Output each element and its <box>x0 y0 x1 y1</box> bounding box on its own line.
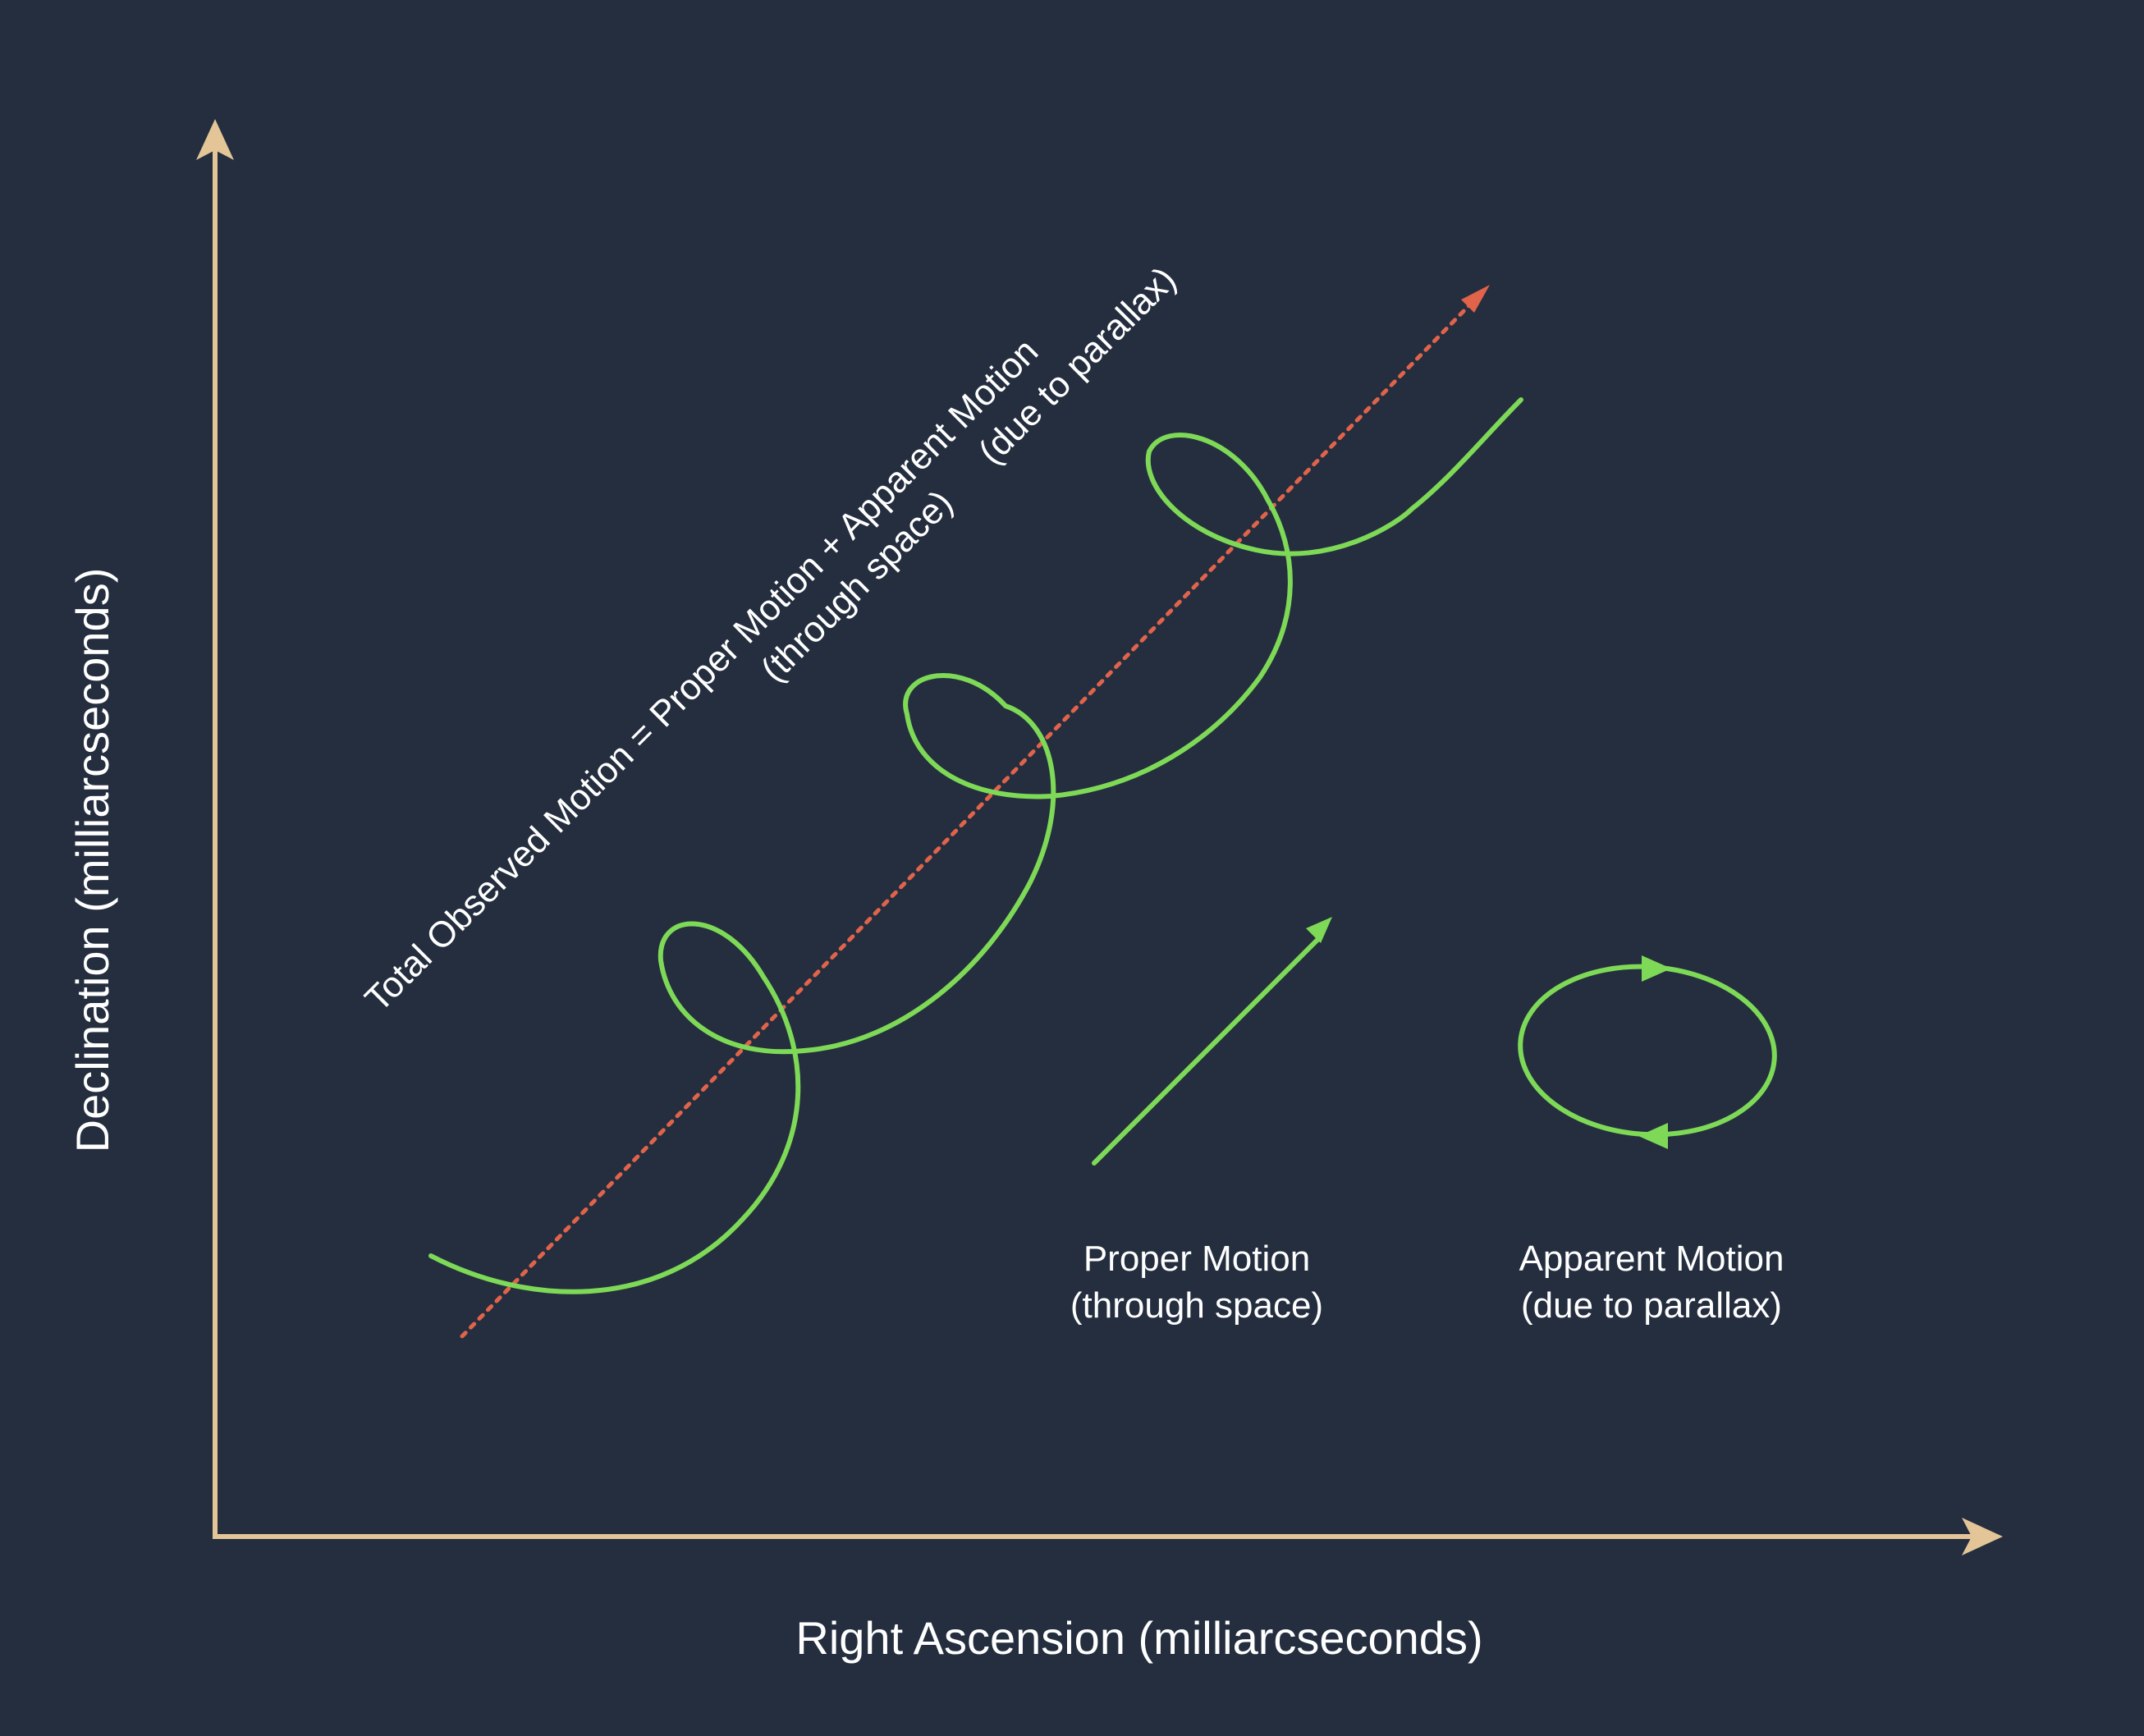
proper-motion-arrow <box>1092 937 1320 1166</box>
proper-motion-arrowhead <box>1306 917 1332 943</box>
trend-line-group <box>460 285 1490 1339</box>
proper-motion-sublabel: (through space) <box>1070 1285 1323 1326</box>
trend-line-arrowhead <box>1461 285 1490 313</box>
proper-motion-label: Proper Motion <box>1083 1239 1310 1279</box>
total-motion-trend-line <box>460 303 1472 1339</box>
axes <box>196 119 2003 1555</box>
proper-motion-symbol <box>1092 917 1332 1166</box>
apparent-motion-arrowhead-top <box>1642 955 1671 982</box>
apparent-motion-symbol <box>1518 955 1777 1149</box>
y-axis-arrowhead <box>196 119 234 160</box>
annotation-group: Total Observed Motion = Proper Motion + … <box>357 259 1184 1019</box>
apparent-motion-sublabel: (due to parallax) <box>1521 1285 1782 1326</box>
apparent-motion-ellipse <box>1518 964 1777 1138</box>
apparent-motion-arrowhead-bottom <box>1638 1123 1668 1149</box>
x-axis-title: Right Ascension (milliarcseconds) <box>795 1612 1482 1664</box>
observed-motion-path <box>428 397 1523 1294</box>
apparent-motion-label: Apparent Motion <box>1519 1239 1784 1279</box>
y-axis-title: Declination (milliarcseconds) <box>66 568 118 1153</box>
x-axis-arrowhead <box>1962 1518 2003 1555</box>
